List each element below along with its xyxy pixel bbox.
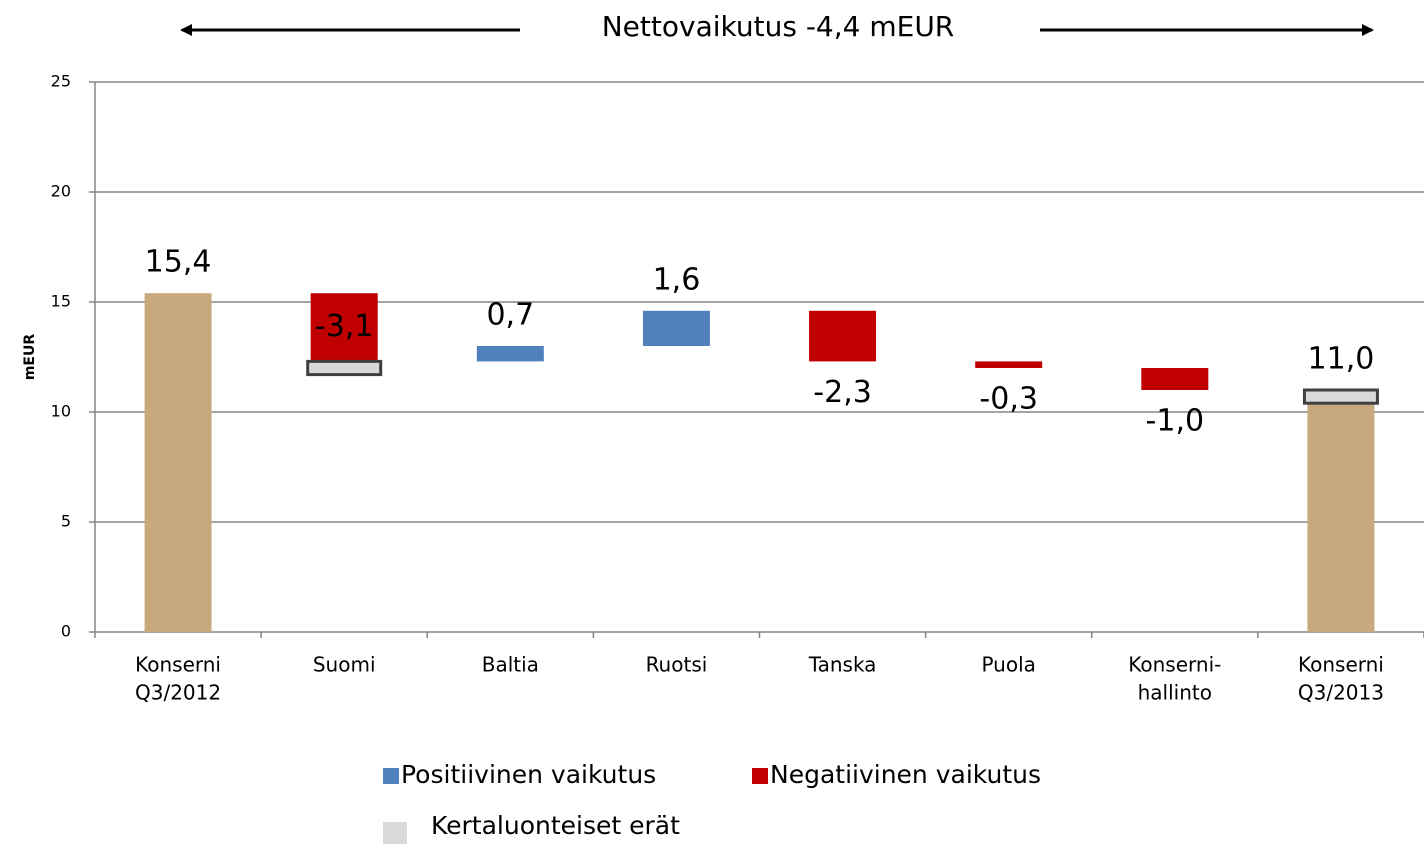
value-label: -0,3 <box>979 382 1038 417</box>
y-axis-label: mEUR <box>22 334 38 381</box>
x-tick-label: hallinto <box>1138 681 1212 705</box>
y-tick-label: 25 <box>51 72 71 91</box>
value-label: 1,6 <box>653 262 701 297</box>
y-tick-label: 15 <box>51 292 71 311</box>
legend-label: Negatiivinen vaikutus <box>770 760 1041 789</box>
value-label: 0,7 <box>486 298 534 333</box>
bar <box>975 361 1043 368</box>
y-tick-label: 0 <box>61 622 71 641</box>
x-tick-label: Q3/2012 <box>135 681 221 705</box>
value-label: -2,3 <box>813 375 872 410</box>
bar <box>310 293 378 362</box>
value-label: 15,4 <box>145 245 212 280</box>
x-tick-label: Puola <box>981 653 1035 677</box>
legend-swatch <box>383 768 399 784</box>
bar <box>1307 390 1375 632</box>
bar <box>809 310 877 362</box>
y-tick-label: 20 <box>51 182 71 201</box>
x-tick-label: Tanska <box>808 653 877 677</box>
bar <box>1141 368 1209 390</box>
value-label: 11,0 <box>1308 342 1375 377</box>
x-tick-label: Baltia <box>482 653 539 677</box>
y-tick-label: 5 <box>61 512 71 531</box>
chart-title: Nettovaikutus -4,4 mEUR <box>602 10 955 43</box>
legend-label: Positiivinen vaikutus <box>401 760 656 789</box>
legend-swatch <box>752 768 768 784</box>
value-label: -1,0 <box>1146 404 1205 439</box>
legend-label: Kertaluonteiset erät <box>431 811 680 840</box>
x-tick-label: Konserni <box>1298 653 1384 677</box>
one-off-box <box>306 359 383 377</box>
bar <box>144 293 212 632</box>
x-tick-label: Q3/2013 <box>1298 681 1384 705</box>
y-tick-label: 10 <box>51 402 71 421</box>
x-tick-label: Konserni <box>135 653 221 677</box>
legend-swatch <box>383 822 407 844</box>
value-label: -3,1 <box>315 309 374 344</box>
x-tick-label: Ruotsi <box>646 653 708 677</box>
x-tick-label: Konserni- <box>1128 653 1221 677</box>
bar <box>642 310 710 346</box>
bar <box>476 346 544 362</box>
one-off-box <box>1302 388 1379 405</box>
x-tick-label: Suomi <box>313 653 376 677</box>
